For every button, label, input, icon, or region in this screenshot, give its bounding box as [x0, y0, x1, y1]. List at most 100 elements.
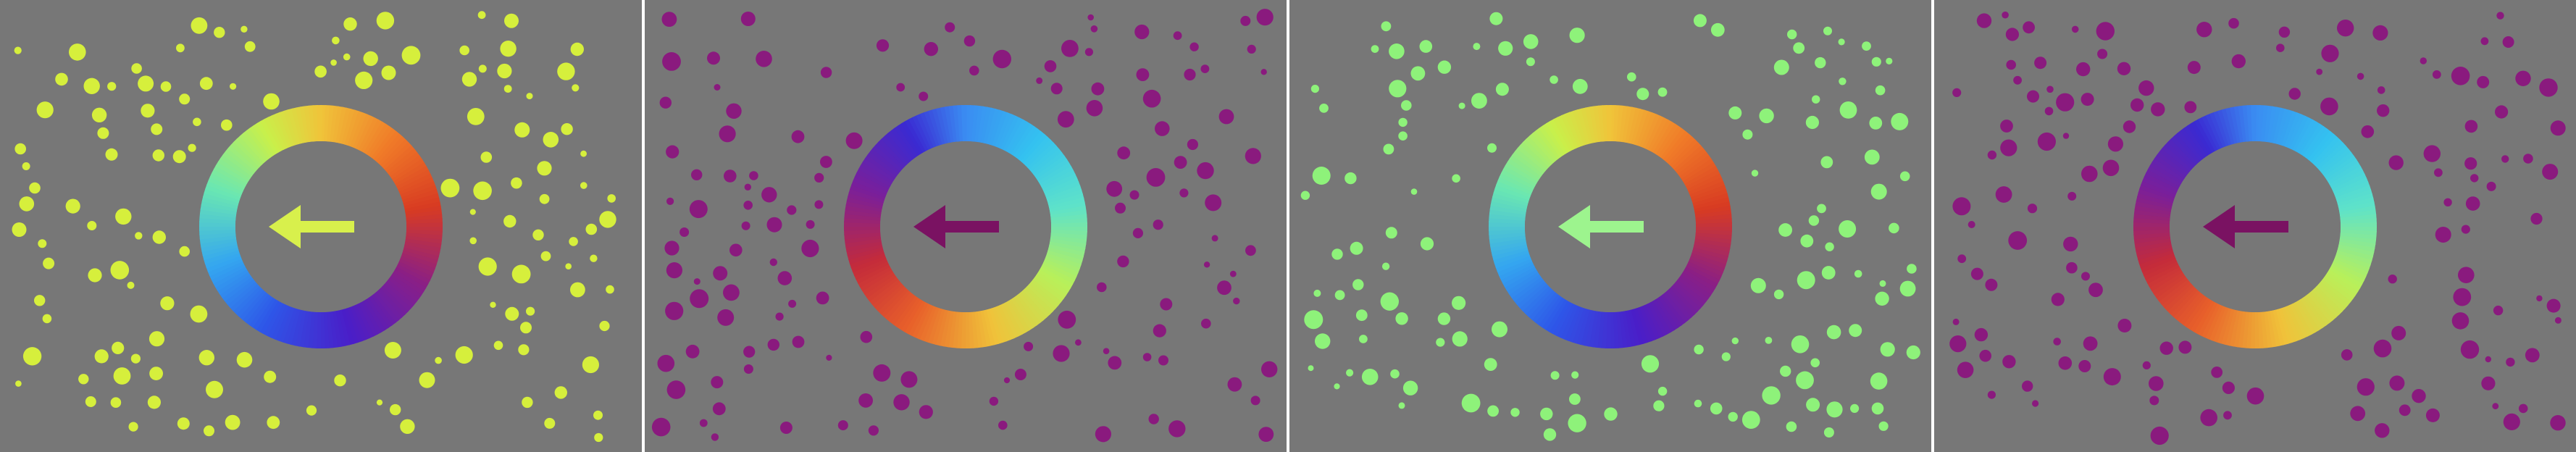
ring-segment — [1539, 125, 1564, 158]
dot — [1410, 66, 1426, 81]
dot — [580, 182, 587, 189]
dot — [2377, 86, 2385, 94]
ring-segment — [1665, 133, 1693, 164]
dot-field — [12, 11, 616, 443]
dot — [845, 132, 863, 149]
stimulus-canvas — [645, 0, 1287, 452]
ring-segment — [246, 127, 272, 160]
dot — [1352, 279, 1364, 290]
ring-segment — [964, 311, 970, 348]
dot — [1976, 13, 1992, 28]
dot — [214, 27, 225, 38]
ring-segment — [1502, 164, 1537, 187]
ring-segment — [944, 106, 955, 143]
ring-segment — [1630, 309, 1644, 346]
dot — [544, 417, 556, 429]
dot — [2081, 93, 2094, 106]
ring-segment — [1489, 235, 1526, 244]
ring-segment — [382, 283, 411, 312]
ring-segment — [1662, 292, 1689, 324]
ring-segment — [1686, 170, 1720, 191]
ring-segment — [2302, 125, 2328, 159]
ring-segment — [1560, 304, 1578, 340]
dot — [2076, 62, 2091, 77]
ring-segment — [2251, 105, 2257, 142]
dot — [1839, 220, 1857, 238]
ring-segment — [209, 172, 245, 193]
dot — [1823, 427, 1834, 438]
dot — [1153, 324, 1166, 338]
dot — [1694, 399, 1702, 408]
dot — [1889, 222, 1899, 234]
dot — [1815, 56, 1826, 69]
dot — [503, 85, 512, 93]
dot — [1036, 77, 1043, 84]
ring-segment — [845, 238, 882, 248]
ring-segment — [1652, 299, 1676, 333]
ring-segment — [2194, 118, 2216, 153]
ring-segment — [1550, 118, 1571, 153]
ring-segment — [397, 261, 432, 282]
dot — [1197, 162, 1214, 180]
ring-segment — [936, 107, 949, 144]
ring-segment — [2190, 120, 2214, 154]
ring-segment — [2281, 111, 2299, 147]
ring-segment — [1563, 305, 1581, 341]
dot — [1346, 369, 1354, 377]
ring-segment — [1537, 295, 1563, 328]
dot — [230, 83, 237, 90]
ring-segment — [319, 311, 325, 348]
ring-segment — [1689, 256, 1725, 274]
dot — [1229, 270, 1237, 277]
dot — [1793, 42, 1805, 54]
dot — [199, 77, 213, 91]
ring-segment — [1525, 288, 1554, 317]
dot — [138, 75, 154, 92]
dot — [657, 354, 675, 372]
ring-segment — [871, 280, 903, 309]
dot — [2515, 70, 2531, 87]
dot — [1304, 310, 1323, 330]
ring-segment — [375, 290, 403, 321]
dot — [1487, 405, 1499, 417]
ring-segment — [2283, 306, 2301, 342]
ring-segment — [1535, 127, 1561, 160]
ring-segment — [900, 298, 923, 332]
dot — [1820, 156, 1833, 169]
dot — [332, 36, 340, 45]
dot — [2187, 61, 2201, 75]
ring-segment — [1576, 108, 1591, 145]
dot — [2375, 423, 2390, 438]
ring-segment — [239, 133, 267, 164]
ring-segment — [1002, 302, 1023, 337]
ring-segment — [365, 297, 389, 331]
dot — [2451, 312, 2470, 330]
dot — [1350, 241, 1363, 255]
ring-segment — [2318, 145, 2349, 173]
dot — [1721, 352, 1731, 361]
dot — [1227, 377, 1242, 392]
ring-segment — [892, 295, 919, 328]
dot — [749, 171, 758, 180]
dot — [1044, 60, 1057, 72]
dot — [419, 372, 435, 388]
ring-segment — [393, 269, 427, 293]
ring-segment — [1644, 115, 1665, 151]
dot — [1817, 204, 1826, 214]
dot — [2063, 236, 2078, 252]
ring-segment — [2136, 246, 2173, 261]
ring-segment — [1541, 297, 1565, 330]
ring-segment — [1043, 259, 1079, 277]
dot — [241, 25, 248, 33]
dot — [1189, 42, 1199, 51]
ring-segment — [1011, 123, 1035, 156]
dot — [2058, 356, 2073, 370]
dot — [1084, 48, 1093, 56]
dot — [1750, 277, 1766, 293]
dot — [664, 240, 679, 256]
dot — [113, 367, 131, 385]
ring-segment — [1491, 243, 1528, 256]
dot — [1569, 393, 1581, 405]
ring-segment — [2339, 205, 2376, 216]
ring-segment — [357, 302, 378, 337]
